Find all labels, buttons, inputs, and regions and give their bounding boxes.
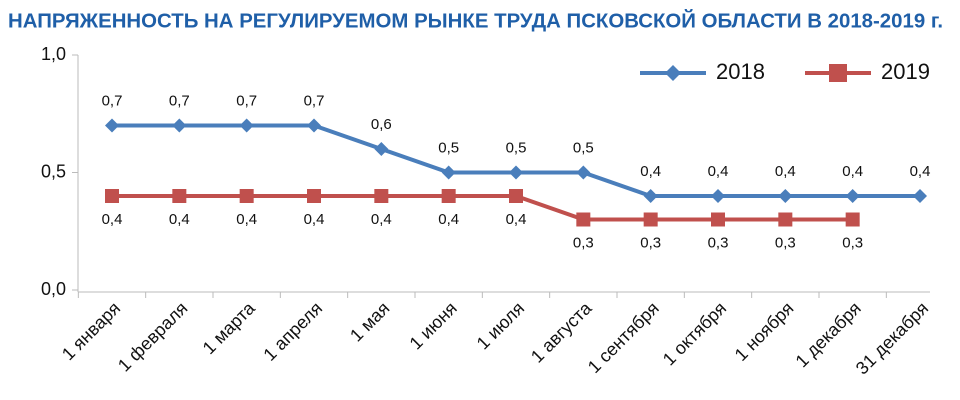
- point: [172, 189, 187, 203]
- x-tick-label: 1 января: [58, 298, 124, 364]
- data-label: 0,3: [573, 234, 594, 251]
- point: [307, 189, 321, 203]
- x-tick-label: 1 марта: [199, 297, 260, 358]
- y-tick-label: 0,5: [41, 161, 66, 181]
- data-label: 0,4: [102, 211, 123, 228]
- point: [509, 189, 523, 203]
- point: [374, 142, 389, 156]
- point: [778, 189, 793, 203]
- data-label: 0,4: [775, 163, 796, 180]
- data-label: 0,4: [236, 211, 257, 228]
- legend-marker: [665, 65, 681, 81]
- point: [778, 212, 793, 227]
- chart-title: НАПРЯЖЕННОСТЬ НА РЕГУЛИРУЕМОМ РЫНКЕ ТРУД…: [8, 8, 943, 32]
- series-line: [112, 194, 853, 222]
- x-tick-label: 1 ноября: [731, 298, 798, 365]
- x-tick-label: 1 февраля: [114, 298, 192, 376]
- data-label: 0,4: [438, 211, 459, 228]
- point: [845, 212, 860, 227]
- data-label: 0,7: [102, 92, 123, 109]
- data-label: 0,7: [236, 92, 257, 109]
- data-label: 0,4: [910, 163, 931, 180]
- x-tick-label: 1 октября: [659, 298, 730, 369]
- x-tick-label: 1 июня: [406, 298, 461, 353]
- y-tick-label: 0,0: [41, 279, 66, 299]
- x-tick-label: 31 декабря: [852, 298, 932, 378]
- point: [105, 118, 119, 133]
- point: [441, 165, 456, 180]
- legend-marker: [829, 64, 847, 82]
- point: [239, 189, 254, 203]
- point: [711, 189, 725, 203]
- legend-label: 2019: [881, 59, 930, 84]
- point: [643, 212, 658, 227]
- point: [172, 118, 187, 133]
- point: [374, 189, 389, 203]
- point: [509, 165, 523, 180]
- data-label: 0,4: [640, 163, 661, 180]
- data-label: 0,3: [640, 234, 661, 251]
- data-label: 0,3: [708, 234, 729, 251]
- point: [239, 118, 254, 133]
- x-tick-label: 1 сентября: [584, 298, 663, 377]
- data-label: 0,4: [169, 211, 190, 228]
- data-label: 0,3: [775, 234, 796, 251]
- data-label: 0,3: [842, 234, 863, 251]
- data-label: 0,7: [169, 92, 190, 109]
- point: [845, 189, 860, 203]
- point: [307, 118, 321, 133]
- data-label: 0,4: [842, 163, 863, 180]
- point: [711, 212, 725, 227]
- y-tick-label: 1,0: [41, 44, 66, 64]
- x-tick-label: 1 августа: [527, 297, 596, 366]
- point: [441, 189, 456, 203]
- data-label: 0,6: [371, 116, 392, 133]
- data-label: 0,4: [708, 163, 729, 180]
- x-tick-label: 1 апреля: [259, 298, 326, 365]
- series-line: [112, 123, 920, 198]
- data-label: 0,5: [506, 139, 527, 156]
- data-label: 0,5: [573, 139, 594, 156]
- point: [105, 189, 119, 203]
- point: [576, 165, 591, 180]
- point: [913, 189, 927, 203]
- data-label: 0,7: [304, 92, 325, 109]
- data-label: 0,4: [371, 211, 392, 228]
- data-label: 0,4: [304, 211, 325, 228]
- legend-label: 2018: [716, 59, 765, 84]
- data-label: 0,4: [506, 211, 527, 228]
- point: [576, 212, 591, 227]
- data-label: 0,5: [438, 139, 459, 156]
- x-tick-label: 1 июля: [473, 298, 528, 353]
- point: [643, 189, 658, 203]
- x-tick-label: 1 декабря: [792, 298, 865, 371]
- x-tick-label: 1 мая: [346, 298, 393, 345]
